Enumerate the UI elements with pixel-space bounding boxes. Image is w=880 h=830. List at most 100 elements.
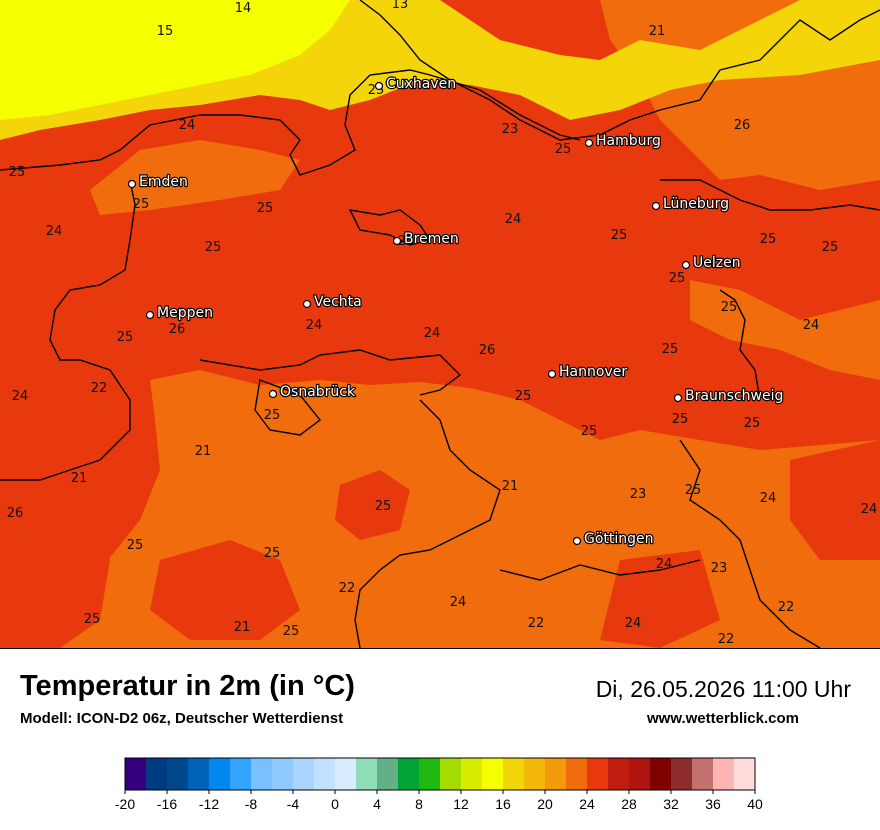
temperature-value: 26 <box>7 506 24 521</box>
temperature-value: 25 <box>669 271 686 286</box>
model-info: Modell: ICON-D2 06z, Deutscher Wetterdie… <box>20 710 344 727</box>
legend-swatch <box>146 758 168 790</box>
legend-swatch <box>566 758 588 790</box>
city-name: Braunschweig <box>685 388 783 404</box>
temperature-value: 25 <box>721 300 738 315</box>
warm-area-south <box>0 370 880 648</box>
legend-swatch <box>293 758 315 790</box>
temperature-map: 14 15 13 21 25 24 23 26 25 25 25 25 24 25 25 25 25 24 25 25… <box>0 0 880 649</box>
legend-swatch <box>608 758 630 790</box>
legend-swatch <box>251 758 273 790</box>
temperature-value: 24 <box>306 318 323 333</box>
city-name: Cuxhaven <box>386 76 456 92</box>
temperature-value: 25 <box>264 546 281 561</box>
city-marker-meppen[interactable]: Meppen <box>145 304 214 322</box>
temperature-value: 23 <box>502 122 519 137</box>
city-name: Vechta <box>314 294 362 310</box>
temperature-value: 25 <box>9 165 26 180</box>
temperature-value: 14 <box>235 1 252 16</box>
warm-area-west <box>90 140 300 215</box>
city-marker-hamburg[interactable]: Hamburg <box>584 132 662 150</box>
city-name: Hamburg <box>596 133 661 149</box>
city-marker-osnabrück[interactable]: Osnabrück <box>268 383 357 401</box>
legend-tick-label: 32 <box>663 796 679 812</box>
temperature-value: 15 <box>157 24 174 39</box>
city-name: Uelzen <box>693 255 741 271</box>
temperature-values: 14 15 13 21 25 24 23 26 25 25 25 25 24 25 25 25 25 24 25 25… <box>7 0 878 647</box>
city-dot <box>651 201 661 211</box>
city-dot <box>673 393 683 403</box>
city-marker-braunschweig[interactable]: Braunschweig <box>673 387 785 405</box>
temperature-value: 25 <box>375 499 392 514</box>
hot-patch-southeast <box>600 550 720 648</box>
temperature-value: 25 <box>257 201 274 216</box>
legend-tick-label: 24 <box>579 796 595 812</box>
temperature-value: 21 <box>649 24 666 39</box>
legend-swatch <box>167 758 189 790</box>
temperature-value: 24 <box>424 326 441 341</box>
legend-swatch <box>209 758 231 790</box>
legend-swatch <box>398 758 420 790</box>
temperature-value: 23 <box>711 561 728 576</box>
temperature-value: 21 <box>234 620 251 635</box>
legend-swatch <box>524 758 546 790</box>
temperature-value: 25 <box>398 234 415 249</box>
temperature-value: 25 <box>84 612 101 627</box>
city-name: Göttingen <box>584 531 654 547</box>
legend-tick-label: 40 <box>747 796 763 812</box>
temperature-value: 25 <box>264 408 281 423</box>
temperature-value: 24 <box>450 595 467 610</box>
temperature-value: 24 <box>803 318 820 333</box>
temperature-value: 25 <box>127 538 144 553</box>
legend-swatch <box>713 758 735 790</box>
color-legend: -20 -16 -12 -8 -4 0 4 8 12 16 20 24 28 32 36 40 <box>0 755 880 825</box>
legend-tick-label: 8 <box>415 796 423 812</box>
city-marker-vechta[interactable]: Vechta <box>302 293 363 311</box>
legend-swatch <box>230 758 252 790</box>
datetime-label: Di, 26.05.2026 11:00 Uhr <box>595 676 851 702</box>
city-dot <box>572 536 582 546</box>
city-dot <box>145 310 155 320</box>
temperature-value: 24 <box>505 212 522 227</box>
temperature-value: 25 <box>117 330 134 345</box>
legend-tick-label: -12 <box>199 796 219 812</box>
city-marker-lüneburg[interactable]: Lüneburg <box>651 195 730 213</box>
legend-swatch <box>419 758 441 790</box>
city-dot <box>681 260 691 270</box>
temperature-value: 13 <box>392 0 409 12</box>
city-marker-bremen[interactable]: Bremen <box>392 230 460 248</box>
city-marker-hannover[interactable]: Hannover <box>547 363 629 381</box>
map-canvas: 14 15 13 21 25 24 23 26 25 25 25 25 24 25 25 25 25 24 25 25… <box>0 0 880 648</box>
temperature-value: 22 <box>339 581 356 596</box>
hot-patch-south-west <box>150 540 300 640</box>
legend-swatch <box>356 758 378 790</box>
temperature-value: 21 <box>71 471 88 486</box>
city-marker-cuxhaven[interactable]: Cuxhaven <box>374 75 457 93</box>
city-markers: Cuxhaven Hamburg Emden Lüneburg Bremen Uelzen… <box>127 75 785 548</box>
city-marker-uelzen[interactable]: Uelzen <box>681 254 742 272</box>
legend-swatch <box>272 758 294 790</box>
coastline <box>0 0 880 648</box>
city-dot <box>302 299 312 309</box>
legend-tick-label: -20 <box>115 796 135 812</box>
legend-swatch <box>545 758 567 790</box>
legend-border <box>124 757 756 791</box>
legend-swatch <box>671 758 693 790</box>
temperature-value: 25 <box>283 624 300 639</box>
legend-canvas: -20 -16 -12 -8 -4 0 4 8 12 16 20 24 28 32 36 40 <box>115 757 763 812</box>
hot-patch-west <box>0 480 110 648</box>
legend-tick-label: 28 <box>621 796 637 812</box>
temperature-value: 25 <box>133 197 150 212</box>
legend-tick-label: -16 <box>157 796 177 812</box>
city-marker-göttingen[interactable]: Göttingen <box>572 530 655 548</box>
city-marker-emden[interactable]: Emden <box>127 173 189 191</box>
legend-swatch <box>503 758 525 790</box>
city-name: Hannover <box>559 364 627 380</box>
temperature-value: 21 <box>502 479 519 494</box>
website-link[interactable]: www.wetterblick.com <box>647 710 799 727</box>
city-name: Emden <box>139 174 188 190</box>
hot-patch-central <box>335 470 410 540</box>
legend-tick-label: 0 <box>331 796 339 812</box>
legend-swatch <box>188 758 210 790</box>
city-dot <box>392 236 402 246</box>
